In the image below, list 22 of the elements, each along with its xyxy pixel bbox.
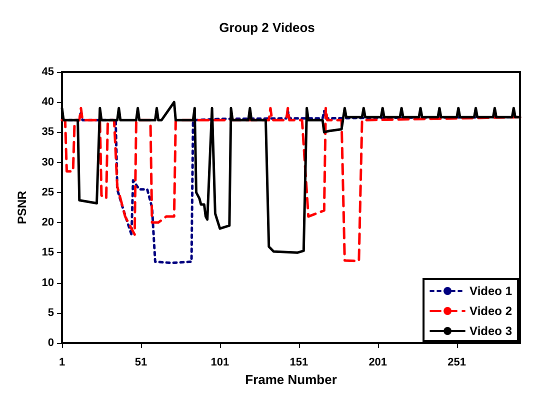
x-tick-label: 201: [368, 356, 388, 368]
y-tick-label: 35: [42, 126, 54, 138]
x-tick-label: 151: [290, 356, 308, 368]
x-tick-label: 251: [448, 356, 466, 368]
y-tick-label: 15: [42, 246, 54, 259]
legend-label: Video 1: [470, 284, 512, 298]
chart-title: Group 2 Videos: [219, 20, 315, 35]
y-tick-label: 20: [42, 216, 54, 229]
legend-label: Video 3: [470, 324, 512, 338]
y-tick-label: 25: [42, 186, 54, 198]
y-tick-label: 40: [42, 96, 54, 108]
x-axis-title: Frame Number: [245, 372, 337, 387]
x-tick-label: 1: [58, 356, 66, 368]
y-tick-label: 10: [42, 276, 54, 289]
y-tick-label: 0: [48, 337, 54, 349]
x-tick-label: 101: [210, 356, 230, 368]
y-tick-label: 30: [42, 156, 54, 168]
y-axis-title: PSNR: [15, 190, 29, 224]
legend-label: Video 2: [470, 304, 512, 318]
y-tick-label: 45: [42, 66, 54, 78]
x-tick-label: 51: [134, 356, 148, 368]
y-tick-label: 5: [48, 306, 54, 319]
